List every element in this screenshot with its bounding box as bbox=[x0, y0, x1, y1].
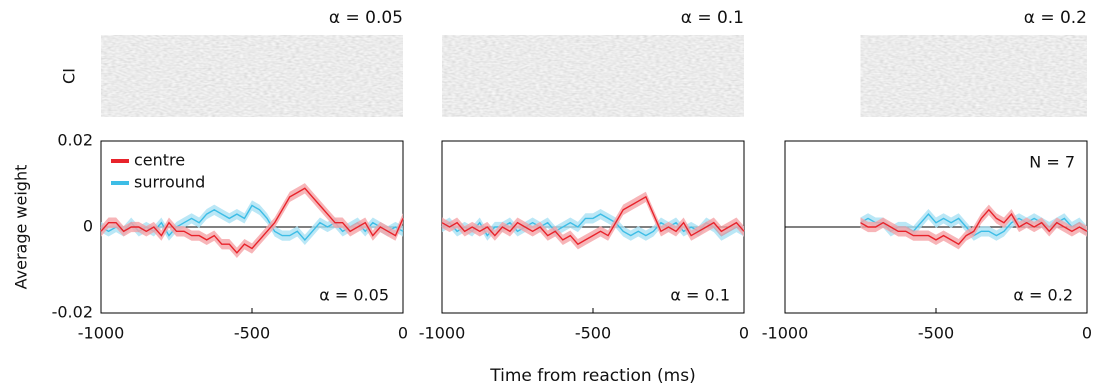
panel-annotation: α = 0.2 bbox=[1013, 286, 1073, 305]
y-axis-label: Average weight bbox=[12, 165, 31, 290]
y-tick-label: 0 bbox=[83, 217, 93, 236]
image-label: CI bbox=[60, 68, 79, 84]
panel-annotation: α = 0.1 bbox=[670, 286, 730, 305]
panel-title: α = 0.1 bbox=[681, 8, 744, 28]
panel-title: α = 0.05 bbox=[329, 8, 403, 28]
ci-image bbox=[101, 35, 403, 117]
x-axis-label: Time from reaction (ms) bbox=[489, 366, 695, 386]
x-tick-label: 0 bbox=[739, 324, 749, 343]
x-tick-label: -1000 bbox=[762, 324, 809, 343]
y-tick-label: -0.02 bbox=[52, 303, 93, 322]
x-tick-label: -500 bbox=[918, 324, 954, 343]
legend-label: centre bbox=[134, 151, 185, 170]
figure: α = 0.05 CI -0.02 0 0.02 -1000 -500 0 Average we… bbox=[0, 0, 1105, 388]
legend-label: surround bbox=[134, 173, 205, 192]
x-tick-label: -1000 bbox=[78, 324, 125, 343]
ci-image bbox=[861, 35, 1088, 117]
y-tick-label: 0.02 bbox=[57, 131, 93, 150]
ci-image bbox=[442, 35, 744, 117]
x-tick-label: -500 bbox=[234, 324, 270, 343]
x-tick-label: -500 bbox=[575, 324, 611, 343]
x-tick-label: -1000 bbox=[419, 324, 466, 343]
x-tick-label: 0 bbox=[398, 324, 408, 343]
panel-annotation: α = 0.05 bbox=[319, 286, 389, 305]
panel-title: α = 0.2 bbox=[1024, 8, 1087, 28]
panel-note: N = 7 bbox=[1029, 153, 1075, 172]
x-tick-label: 0 bbox=[1082, 324, 1092, 343]
